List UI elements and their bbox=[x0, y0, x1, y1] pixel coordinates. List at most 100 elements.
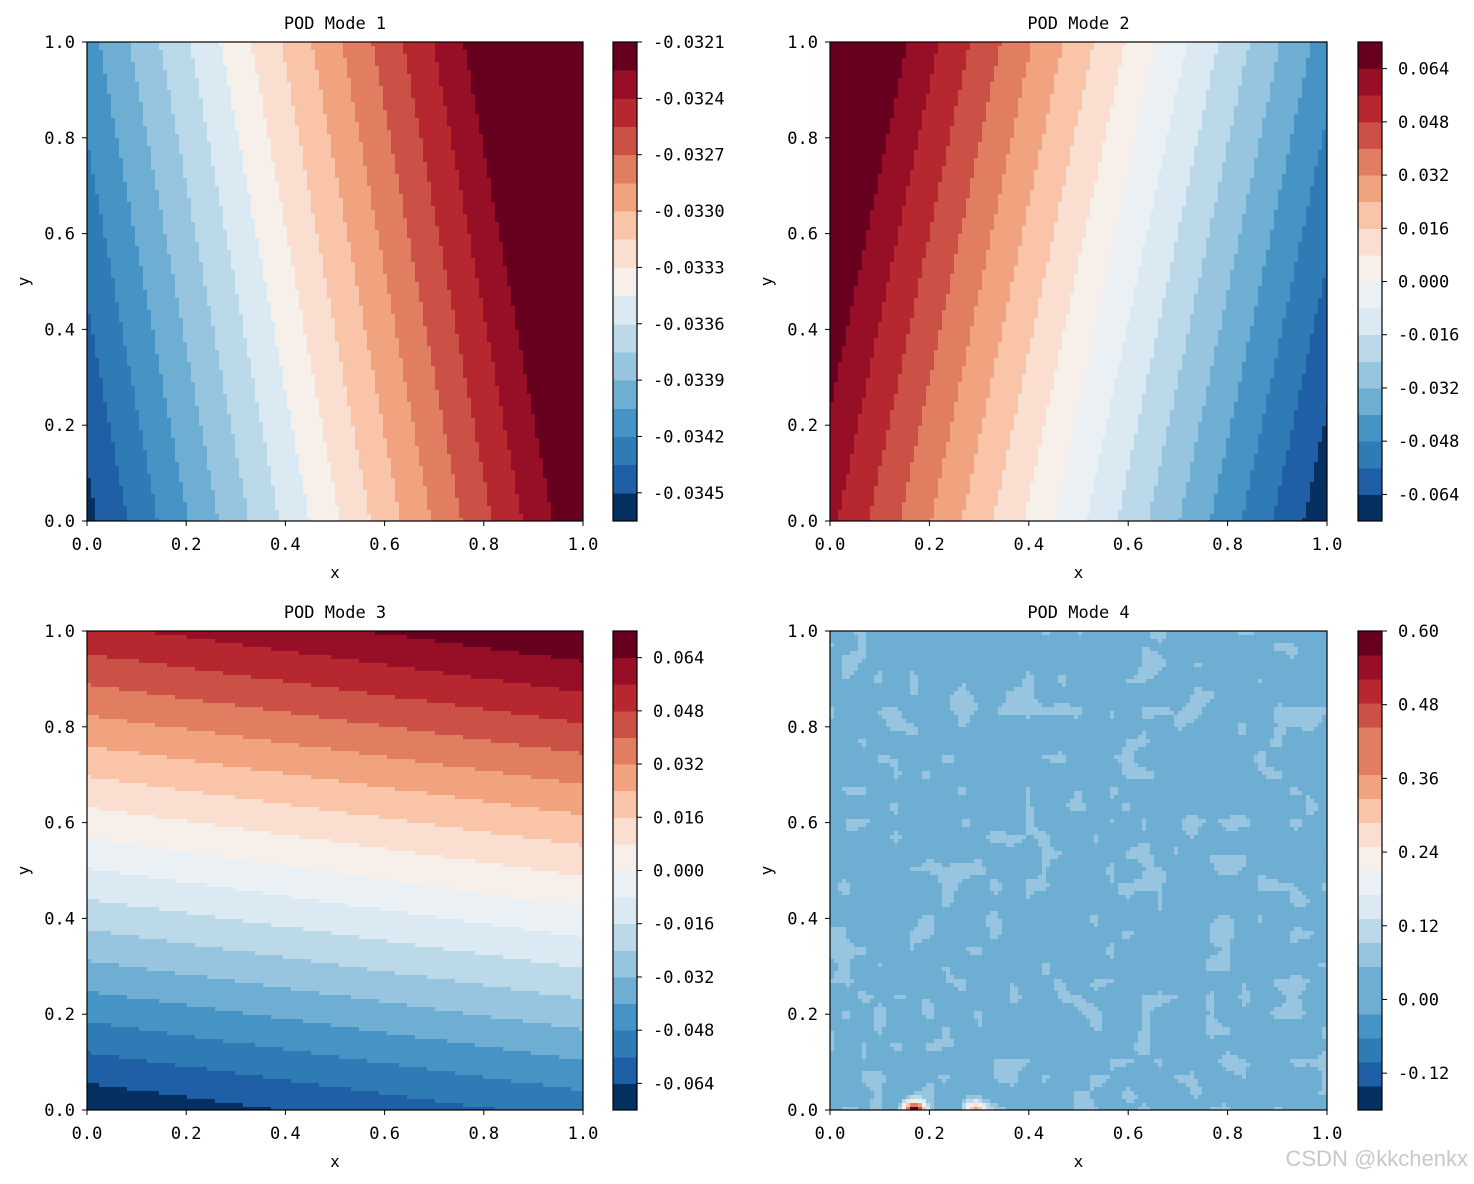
colorbar-mode1 bbox=[613, 42, 637, 522]
colorbar-tick-label: 0.36 bbox=[1398, 769, 1439, 789]
y-tick-label: 0.2 bbox=[44, 416, 75, 436]
x-tick-label: 1.0 bbox=[568, 1124, 599, 1144]
colorbar-band bbox=[1358, 966, 1382, 990]
x-tick-label: 0.4 bbox=[270, 1124, 301, 1144]
colorbar-band bbox=[1358, 468, 1382, 495]
colorbar-band bbox=[1358, 202, 1382, 229]
colorbar-tick-label: 0.016 bbox=[653, 808, 704, 828]
colorbar-band bbox=[613, 98, 637, 127]
colorbar-band bbox=[613, 296, 637, 325]
x-axis-label: x bbox=[1074, 563, 1084, 582]
y-tick-label: 0.6 bbox=[787, 225, 818, 245]
y-tick-label: 0.4 bbox=[44, 320, 75, 340]
colorbar-band bbox=[613, 1057, 637, 1084]
colorbar-band bbox=[1358, 727, 1382, 751]
x-tick-label: 0.8 bbox=[1212, 1124, 1243, 1144]
colorbar-band bbox=[1358, 1086, 1382, 1110]
colorbar-band bbox=[613, 737, 637, 764]
y-axis-label: y bbox=[14, 276, 33, 286]
y-tick-label: 0.8 bbox=[787, 718, 818, 738]
colorbar-tick-label: 0.00 bbox=[1398, 990, 1439, 1010]
chart-title: POD Mode 4 bbox=[1027, 603, 1129, 623]
colorbar-band bbox=[613, 817, 637, 844]
colorbar-band bbox=[613, 658, 637, 685]
x-tick-label: 0.2 bbox=[171, 535, 202, 555]
colorbar-tick-label: -0.0330 bbox=[653, 202, 725, 222]
colorbar-band bbox=[613, 267, 637, 296]
figure: POD Mode 10.0 0.2 0.4 0.6 0.8 1.00.00.20.40.6… bbox=[0, 0, 1474, 1184]
y-axis-label: y bbox=[14, 865, 33, 875]
y-tick-label: 0.0 bbox=[787, 512, 818, 532]
colorbar-band bbox=[613, 380, 637, 409]
colorbar-band bbox=[1358, 122, 1382, 149]
colorbar-tick-label: 0.000 bbox=[1398, 273, 1449, 293]
y-tick-label: 0.2 bbox=[44, 1005, 75, 1025]
colorbar-band bbox=[613, 1004, 637, 1031]
colorbar-band bbox=[613, 155, 637, 184]
contour-fill-mode2 bbox=[830, 42, 1328, 522]
y-tick-label: 1.0 bbox=[787, 33, 818, 53]
y-tick-label: 1.0 bbox=[44, 33, 75, 53]
x-tick-label: 0.4 bbox=[270, 535, 301, 555]
colorbar-band bbox=[613, 70, 637, 99]
panel-mode1: POD Mode 10.0 0.2 0.4 0.6 0.8 1.00.00.20.40.6… bbox=[14, 14, 725, 582]
colorbar-band bbox=[613, 684, 637, 711]
colorbar-tick-label: 0.48 bbox=[1398, 696, 1439, 716]
colorbar-tick-label: -0.064 bbox=[653, 1074, 714, 1094]
colorbar-tick-label: -0.016 bbox=[653, 915, 714, 935]
colorbar-band bbox=[1358, 655, 1382, 679]
colorbar-band bbox=[1358, 441, 1382, 468]
colorbar-band bbox=[613, 239, 637, 268]
x-tick-label: 0.6 bbox=[1113, 1124, 1144, 1144]
y-tick-label: 0.2 bbox=[787, 1005, 818, 1025]
colorbar-band bbox=[1358, 799, 1382, 823]
colorbar-band bbox=[613, 408, 637, 437]
colorbar-tick-label: -0.0333 bbox=[653, 258, 725, 278]
colorbar-tick-label: -0.032 bbox=[1398, 379, 1459, 399]
y-tick-label: 0.6 bbox=[44, 225, 75, 245]
colorbar-band bbox=[613, 711, 637, 738]
colorbar-tick-label: 0.032 bbox=[1398, 166, 1449, 186]
colorbar-band bbox=[1358, 494, 1382, 521]
colorbar-band bbox=[1358, 282, 1382, 309]
colorbar-mode3 bbox=[613, 631, 637, 1111]
colorbar-tick-label: 0.12 bbox=[1398, 917, 1439, 937]
colorbar-band bbox=[613, 871, 637, 898]
x-tick-label: 0.8 bbox=[1212, 535, 1243, 555]
colorbar-band bbox=[1358, 361, 1382, 388]
colorbar-band bbox=[1358, 42, 1382, 69]
colorbar-band bbox=[1358, 69, 1382, 96]
colorbar-band bbox=[1358, 990, 1382, 1014]
x-tick-label: 1.0 bbox=[1312, 1124, 1343, 1144]
colorbar-tick-label: -0.0321 bbox=[653, 33, 725, 53]
x-tick-label: 0.0 bbox=[72, 1124, 103, 1144]
contour-fill-mode3 bbox=[87, 631, 584, 1111]
colorbar-tick-label: -0.0324 bbox=[653, 89, 725, 109]
colorbar-band bbox=[1358, 388, 1382, 415]
colorbar-tick-label: 0.032 bbox=[653, 755, 704, 775]
colorbar-tick-label: 0.048 bbox=[1398, 113, 1449, 133]
colorbar-band bbox=[1358, 703, 1382, 727]
colorbar-band bbox=[613, 42, 637, 71]
colorbar-tick-label: -0.0336 bbox=[653, 315, 725, 335]
colorbar-tick-label: 0.048 bbox=[653, 702, 704, 722]
colorbar-tick-label: -0.064 bbox=[1398, 485, 1459, 505]
colorbar-tick-label: -0.032 bbox=[653, 968, 714, 988]
panel-mode3: POD Mode 30.0 0.2 0.4 0.6 0.8 1.00.00.20.40.6… bbox=[14, 603, 714, 1171]
colorbar-band bbox=[613, 631, 637, 658]
colorbar-tick-label: -0.0327 bbox=[653, 146, 725, 166]
colorbar-tick-label: 0.064 bbox=[653, 649, 704, 669]
colorbar-band bbox=[1358, 1038, 1382, 1062]
x-tick-label: 0.0 bbox=[815, 535, 846, 555]
colorbar-band bbox=[613, 764, 637, 791]
colorbar-tick-label: -0.12 bbox=[1398, 1064, 1449, 1084]
x-tick-label: 1.0 bbox=[568, 535, 599, 555]
colorbar-band bbox=[1358, 1062, 1382, 1086]
colorbar-band bbox=[1358, 228, 1382, 255]
contour-fill-mode4 bbox=[830, 631, 1328, 1111]
colorbar-band bbox=[613, 1083, 637, 1110]
y-axis-label: y bbox=[757, 276, 776, 286]
colorbar-band bbox=[613, 844, 637, 871]
y-tick-label: 1.0 bbox=[44, 622, 75, 642]
colorbar-band bbox=[1358, 751, 1382, 775]
